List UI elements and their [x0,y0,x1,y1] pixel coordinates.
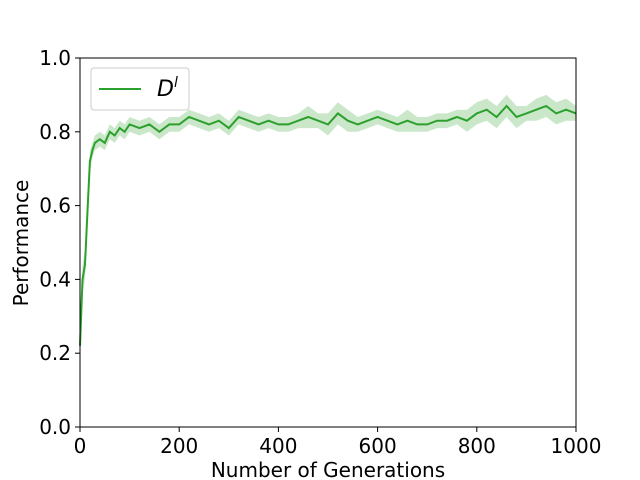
series-confidence-band [80,94,576,357]
legend: Dl [90,67,190,111]
x-tick-label: 200 [160,434,198,458]
x-tick-label: 1000 [551,434,602,458]
y-tick-label: 0.6 [39,194,71,218]
y-tick-label: 0.8 [39,120,71,144]
y-tick-label: 0.4 [39,267,71,291]
x-axis-ticks: 0 200 400 600 800 1000 [74,427,602,458]
y-axis-ticks: 0.0 0.2 0.4 0.6 0.8 1.0 [39,46,80,439]
legend-label-base: D [157,77,174,102]
plot-area [79,94,577,357]
legend-label: Dl [157,75,178,102]
x-tick-label: 0 [74,434,87,458]
y-tick-label: 1.0 [39,46,71,70]
y-tick-label: 0.0 [39,415,71,439]
x-axis-label: Number of Generations [211,458,445,480]
legend-label-sup: l [174,75,178,91]
x-tick-label: 800 [458,434,496,458]
x-tick-label: 600 [359,434,397,458]
x-tick-label: 400 [259,434,297,458]
y-axis-label: Performance [9,180,33,307]
y-tick-label: 0.2 [39,341,71,365]
axes-frame [79,57,577,428]
series-line [79,104,577,346]
